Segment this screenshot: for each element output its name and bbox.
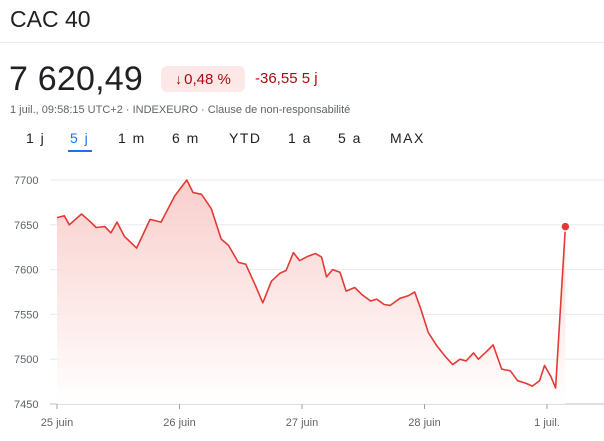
tab-1-month[interactable]: 1 m (118, 130, 146, 146)
y-tick-label: 7650 (14, 220, 38, 232)
tab-ytd[interactable]: YTD (229, 130, 262, 146)
price-area-fill (57, 180, 566, 404)
y-tick-label: 7450 (14, 399, 38, 411)
y-tick-label: 7600 (14, 265, 38, 277)
x-tick-label: 26 juin (163, 417, 195, 429)
tab-5-days[interactable]: 5 j (70, 130, 90, 146)
percent-change-badge: ↓ 0,48 % (161, 66, 245, 92)
absolute-change: -36,55 5 j (255, 70, 318, 87)
x-tick-label: 25 juin (41, 417, 73, 429)
y-tick-label: 7550 (14, 309, 38, 321)
index-title: CAC 40 (10, 6, 91, 32)
x-tick-label: 27 juin (286, 417, 318, 429)
arrow-down-icon: ↓ (175, 71, 183, 87)
x-tick-label: 28 juin (408, 417, 440, 429)
y-tick-label: 7700 (14, 175, 38, 187)
price-chart[interactable]: 7450 7500 7550 7600 7650 7700 25 juin 26 juin 27… (0, 160, 604, 441)
y-tick-label: 7500 (14, 354, 38, 366)
range-tabs: 1 j 5 j 1 m 6 m YTD 1 a 5 a MAX (0, 130, 604, 152)
tab-6-months[interactable]: 6 m (172, 130, 200, 146)
last-price-marker (560, 221, 571, 232)
current-price: 7 620,49 (9, 60, 143, 98)
active-tab-underline (68, 150, 92, 152)
price-line (56, 179, 567, 389)
x-tick-label: 1 juil. (534, 417, 560, 429)
header-divider (0, 42, 604, 43)
percent-change-value: 0,48 % (184, 70, 231, 88)
tab-5-years[interactable]: 5 a (338, 130, 362, 146)
quote-meta: 1 juil., 09:58:15 UTC+2 · INDEXEURO · Cl… (10, 104, 351, 116)
tab-1-day[interactable]: 1 j (26, 130, 46, 146)
tab-max[interactable]: MAX (390, 130, 425, 146)
tab-1-year[interactable]: 1 a (288, 130, 312, 146)
